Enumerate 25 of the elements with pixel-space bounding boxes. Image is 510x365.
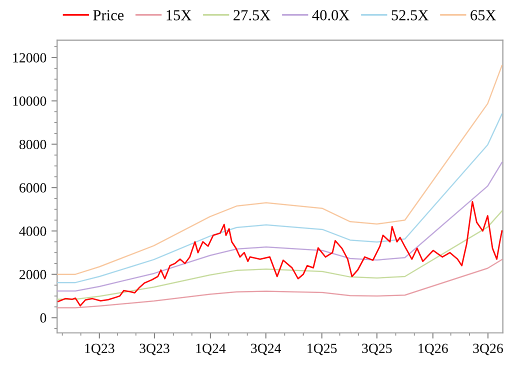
y-tick-label: 10000 xyxy=(13,96,46,106)
x-tick-label: 3Q24 xyxy=(251,344,282,356)
y-tick-label: 4000 xyxy=(19,226,46,236)
legend-label: 27.5X xyxy=(234,10,270,20)
legend-label: 15X xyxy=(166,10,192,20)
legend-label: 40.0X xyxy=(312,10,350,20)
x-tick-label: 3Q26 xyxy=(473,344,503,356)
line-series xyxy=(57,64,503,275)
x-tick-label: 1Q25 xyxy=(308,344,337,356)
x-tick-label: 1Q26 xyxy=(418,344,448,356)
y-tick-label: 2000 xyxy=(20,270,46,280)
y-tick-label: 0 xyxy=(40,313,46,323)
x-tick-label: 3Q25 xyxy=(362,344,392,356)
line-series xyxy=(57,113,503,284)
legend-label: 52.5X xyxy=(392,10,428,20)
line-series xyxy=(57,258,503,308)
legend-label: 65X xyxy=(470,10,496,20)
y-tick-label: 6000 xyxy=(20,183,46,193)
line-series xyxy=(57,162,503,292)
x-tick-label: 1Q24 xyxy=(196,344,226,356)
x-tick-label: 1Q23 xyxy=(85,344,114,356)
x-tick-label: 3Q23 xyxy=(140,344,170,356)
legend-label: Price xyxy=(93,10,124,20)
y-tick-label: 12000 xyxy=(13,53,46,62)
y-tick-label: 8000 xyxy=(19,140,46,150)
